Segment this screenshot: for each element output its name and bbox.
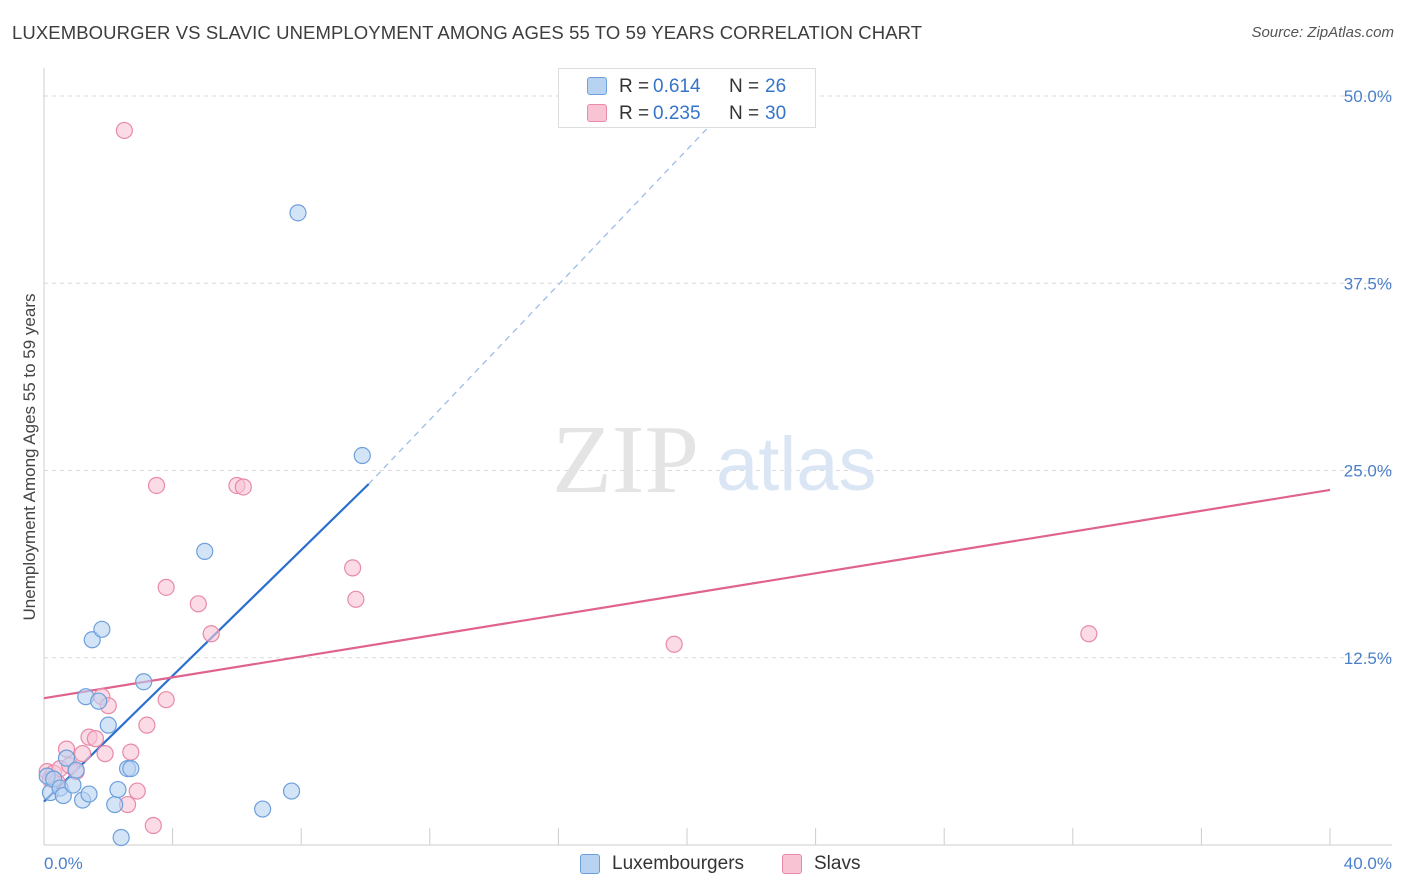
y-tick-label-1: 25.0% — [1344, 462, 1392, 481]
point-luxembourgers-13 — [93, 620, 111, 638]
point-luxembourgers-7 — [67, 761, 85, 779]
point-luxembourgers-10 — [80, 785, 98, 803]
point-slavs-23 — [189, 595, 207, 613]
correlation-legend: R = 0.614 N = 26 R = 0.235 N = 30 — [558, 68, 816, 128]
legend-swatch-slavs — [587, 104, 607, 122]
point-luxembourgers-22 — [254, 800, 272, 818]
point-slavs-29 — [665, 635, 683, 653]
legend-r-value-luxembourgers: 0.614 — [653, 76, 701, 97]
y-tick-label-3: 50.0% — [1344, 87, 1392, 106]
y-axis-title: Unemployment Among Ages 55 to 59 years — [20, 294, 39, 621]
point-slavs-12 — [96, 745, 114, 763]
point-slavs-19 — [144, 816, 162, 835]
point-luxembourgers-16 — [109, 780, 127, 799]
point-luxembourgers-23 — [282, 782, 301, 800]
x-tick-label-max: 40.0% — [1344, 854, 1392, 873]
point-luxembourgers-14 — [99, 716, 117, 734]
point-slavs-24 — [202, 625, 220, 643]
legend-n-label: N = — [729, 103, 760, 124]
x-ticks — [172, 828, 1331, 845]
series-swatch-luxembourgers — [580, 854, 600, 874]
x-tick-labels: 0.0% 40.0% — [44, 854, 1392, 873]
trend-extension-luxembourgers — [368, 98, 736, 485]
point-slavs-16 — [122, 743, 140, 761]
point-luxembourgers-24 — [289, 204, 307, 222]
point-slavs-18 — [138, 716, 156, 734]
scatter-points — [38, 121, 1098, 847]
point-luxembourgers-17 — [112, 828, 130, 847]
point-luxembourgers-20 — [135, 673, 153, 691]
y-tick-label-2: 37.5% — [1344, 274, 1392, 293]
zipatlas-watermark: ZIP atlas — [552, 406, 877, 514]
series-label-luxembourgers: Luxembourgers — [612, 853, 745, 874]
axes — [43, 68, 1392, 846]
legend-r-label: R = — [619, 76, 650, 97]
point-slavs-14 — [115, 121, 133, 140]
y-tick-label-0: 12.5% — [1344, 649, 1392, 668]
point-slavs-20 — [147, 476, 166, 495]
chart-title: LUXEMBOURGER VS SLAVIC UNEMPLOYMENT AMON… — [12, 22, 923, 43]
point-slavs-22 — [157, 691, 175, 709]
y-tick-labels: 12.5% 25.0% 37.5% 50.0% — [1344, 87, 1392, 668]
legend-swatch-luxembourgers — [587, 77, 607, 95]
legend-n-value-luxembourgers: 26 — [765, 76, 787, 97]
gridlines — [44, 95, 1392, 659]
source-credit: Source: ZipAtlas.com — [1251, 24, 1394, 41]
legend-n-value-slavs: 30 — [765, 103, 787, 124]
x-tick-label-min: 0.0% — [44, 854, 83, 873]
legend-n-label: N = — [729, 76, 760, 97]
point-luxembourgers-15 — [106, 795, 124, 814]
watermark-zip: ZIP — [552, 406, 699, 514]
point-luxembourgers-5 — [57, 749, 76, 767]
series-label-slavs: Slavs — [814, 853, 861, 874]
point-luxembourgers-25 — [353, 446, 371, 465]
point-luxembourgers-21 — [196, 542, 214, 560]
watermark-atlas: atlas — [716, 422, 877, 507]
point-luxembourgers-6 — [64, 776, 82, 794]
trend-line-slavs — [43, 488, 1331, 700]
point-slavs-26 — [234, 478, 252, 496]
point-slavs-28 — [347, 590, 365, 608]
point-slavs-30 — [1080, 625, 1098, 643]
point-slavs-17 — [128, 782, 146, 800]
point-slavs-8 — [73, 745, 92, 763]
legend-r-label: R = — [619, 103, 650, 124]
point-luxembourgers-19 — [122, 760, 140, 778]
point-luxembourgers-12 — [90, 692, 108, 710]
point-slavs-21 — [157, 578, 175, 596]
point-slavs-27 — [344, 559, 362, 577]
point-slavs-10 — [86, 730, 105, 748]
legend-r-value-slavs: 0.235 — [653, 103, 701, 124]
series-swatch-slavs — [782, 854, 802, 874]
